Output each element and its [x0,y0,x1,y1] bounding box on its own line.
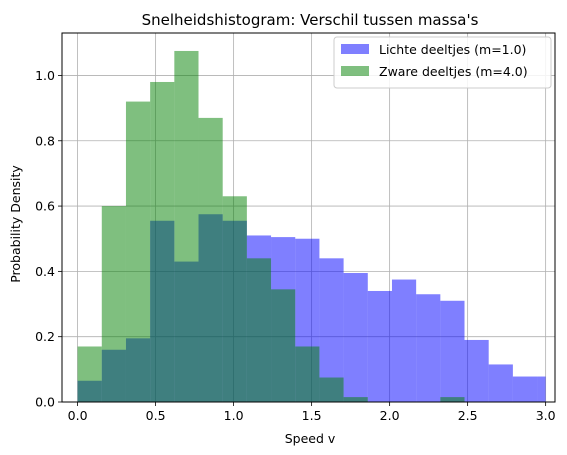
bar-heavy-particles [271,289,296,402]
y-tick-label: 0.6 [35,199,55,214]
bar-heavy-particles [174,50,199,403]
bar-heavy-particles [246,258,272,402]
bar-light-particles [464,339,489,402]
x-axis-ticks: 0.0 0.5 1.0 1.5 2.0 2.5 3.0 [68,402,556,423]
bar-heavy-particles [440,397,465,402]
bar-heavy-particles [295,346,320,402]
bar-heavy-particles [77,346,102,402]
bar-heavy-particles [150,81,175,402]
bar-light-particles [391,279,417,402]
bar-heavy-particles [198,117,223,403]
x-tick-label: 0.0 [68,408,88,423]
legend-box [333,36,552,89]
bar-light-particles [440,300,465,402]
plot-area [61,32,556,403]
x-tick-label: 3.0 [536,408,556,423]
y-tick-label: 1.0 [35,68,55,83]
bar-heavy-particles [125,101,151,402]
legend-swatch-light [341,44,369,54]
legend: Lichte deeltjes (m=1.0) Zware deeltjes (… [333,36,552,89]
y-tick-label: 0.2 [35,329,55,344]
chart-title: Snelheidshistogram: Verschil tussen mass… [142,11,479,29]
bar-light-particles [488,364,513,402]
x-tick-label: 1.5 [302,408,322,423]
bar-light-particles [512,376,538,402]
x-tick-label: 2.5 [458,408,478,423]
bar-heavy-particles [319,377,344,402]
x-tick-label: 1.0 [224,408,244,423]
y-tick-label: 0.8 [35,133,55,148]
y-axis-ticks: 0.0 0.2 0.4 0.6 0.8 1.0 [35,68,62,410]
x-tick-label: 0.5 [146,408,166,423]
bar-heavy-particles [222,196,247,402]
plot-frame [61,32,556,403]
y-tick-label: 0.0 [35,395,55,410]
legend-label-light: Lichte deeltjes (m=1.0) [379,42,526,57]
bar-light-particles [537,376,546,402]
histogram-bars [77,50,546,403]
x-tick-label: 2.0 [380,408,400,423]
bar-light-particles [343,273,368,402]
bar-heavy-particles [101,206,126,402]
bar-light-particles [367,290,392,402]
y-axis-label: Probability Density [8,165,23,283]
legend-swatch-heavy [341,66,369,76]
y-tick-label: 0.4 [35,264,55,279]
legend-label-heavy: Zware deeltjes (m=4.0) [379,64,528,79]
x-axis-label: Speed v [285,431,336,446]
bar-light-particles [416,294,441,402]
bar-heavy-particles [343,397,368,402]
